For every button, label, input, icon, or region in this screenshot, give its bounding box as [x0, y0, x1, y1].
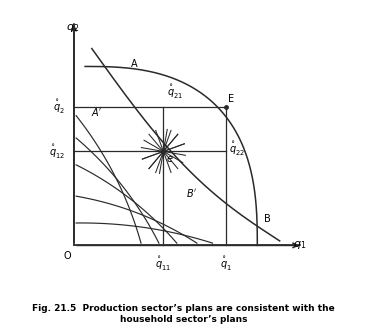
Text: $\overset{\circ}{q}_{1}^{}$: $\overset{\circ}{q}_{1}^{}$	[220, 254, 232, 273]
Text: $B'$: $B'$	[186, 187, 197, 199]
Text: $q_1$: $q_1$	[293, 239, 306, 251]
Text: E: E	[228, 95, 235, 104]
Text: $q_2$: $q_2$	[66, 22, 79, 34]
Text: e: e	[167, 154, 173, 164]
Text: A: A	[131, 59, 138, 69]
Text: $A'$: $A'$	[91, 106, 103, 118]
Text: $\overset{\circ}{q}_{21}^{}$: $\overset{\circ}{q}_{21}^{}$	[167, 82, 183, 101]
Text: $\overset{\circ}{q}_2^{}$: $\overset{\circ}{q}_2^{}$	[53, 97, 65, 116]
Text: O: O	[63, 251, 71, 261]
Text: Fig. 21.5  Production sector’s plans are consistent with the
household sector’s : Fig. 21.5 Production sector’s plans are …	[32, 304, 335, 324]
Text: B: B	[264, 214, 271, 224]
Text: $\overset{\circ}{q}_{12}^{}$: $\overset{\circ}{q}_{12}^{}$	[49, 142, 65, 161]
Text: $\overset{\circ}{q}_{11}^{}$: $\overset{\circ}{q}_{11}^{}$	[155, 254, 171, 273]
Text: $\overset{\circ}{q}_{22}^{}$: $\overset{\circ}{q}_{22}^{}$	[229, 140, 246, 159]
